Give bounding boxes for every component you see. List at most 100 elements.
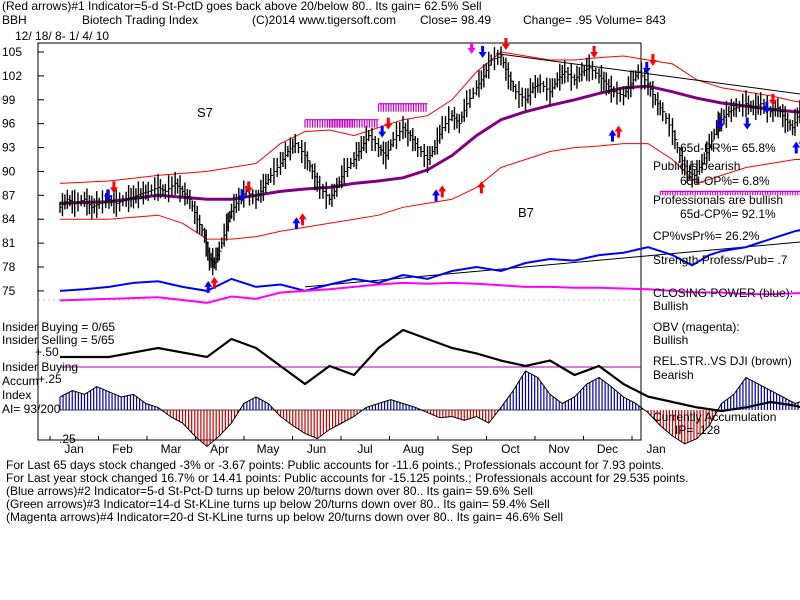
- annotation-b7: B7: [518, 205, 534, 220]
- accum-line: [59, 370, 800, 448]
- blue-arrow-up: [792, 141, 800, 154]
- index-label: Index: [2, 388, 32, 402]
- red-arrow-up: [298, 213, 307, 226]
- red-arrow-up: [477, 181, 486, 194]
- blue-arrow-up: [432, 189, 441, 202]
- obv-title: OBV (magenta):: [653, 320, 740, 334]
- red-arrow-down: [109, 181, 118, 194]
- close-value: Close= 98.49: [420, 13, 492, 27]
- blue-arrow-down: [762, 101, 771, 114]
- x-tick-label-7: Aug: [403, 442, 424, 456]
- y-tick-label-2: 99: [2, 93, 16, 107]
- obv-line: [59, 281, 800, 304]
- y-tick-label-5: 90: [2, 164, 16, 178]
- header-line1: (Red arrows)#1 Indicator=5-d St-PctD goe…: [2, 0, 482, 13]
- accum-level-p25: +.25: [38, 372, 62, 386]
- trendline-upper: [496, 53, 800, 95]
- footer-line3: (Blue arrows)#2 Indicator=5-d St-Pct-D t…: [6, 484, 533, 498]
- red-arrow-down: [501, 38, 510, 51]
- strength-ratio: Strength Profess/Pub= .7: [653, 253, 788, 267]
- x-tick-label-4: May: [257, 442, 280, 456]
- accum-label: Accum: [2, 374, 39, 388]
- accum-level-m25: -.25: [55, 432, 76, 446]
- date-range: 12/ 18/ 8- 1/ 4/ 10: [15, 29, 110, 43]
- ticker: BBH: [2, 13, 27, 27]
- x-tick-label-2: Mar: [161, 442, 182, 456]
- insider-buying-label: Insider Buying: [2, 360, 79, 374]
- relstr-state: Bearish: [653, 368, 694, 382]
- red-arrow-down: [244, 181, 253, 194]
- x-tick-label-10: Nov: [548, 442, 569, 456]
- x-tick-label-3: Apr: [210, 442, 229, 456]
- x-tick-label-11: Dec: [597, 442, 618, 456]
- footer-line4: (Green arrows)#3 Indicator=14-d St-KLine…: [6, 497, 550, 511]
- x-tick-label-8: Sep: [451, 442, 473, 456]
- index-name: Biotech Trading Index: [82, 13, 199, 27]
- closing-power-title: CLOSING POWER (blue):: [653, 286, 794, 300]
- plot-frame: [37, 42, 642, 441]
- y-tick-label-10: 75: [2, 284, 16, 298]
- ip-value: IP= .128: [675, 423, 721, 437]
- x-tick-label-5: Jun: [307, 442, 326, 456]
- blue-arrow-down: [378, 125, 387, 138]
- relstr-line: [60, 328, 800, 413]
- cp-value: 65d-CP%= 92.1%: [680, 207, 776, 221]
- red-arrow-down: [648, 53, 657, 66]
- blue-arrow-up: [204, 280, 213, 293]
- y-tick-label-4: 93: [2, 141, 16, 155]
- y-tick-label-1: 102: [2, 69, 22, 83]
- closing-power-line: [59, 229, 800, 292]
- blue-arrow-down: [642, 61, 651, 74]
- blue-arrow-down: [238, 189, 247, 202]
- series-layer: [59, 46, 800, 448]
- relstr-title: REL.STR..VS DJI (brown): [653, 354, 792, 368]
- copyright: (C)2014 www.tigersoft.com: [252, 13, 397, 27]
- y-tick-label-9: 78: [2, 260, 16, 274]
- red-arrow-down: [384, 117, 393, 130]
- blue-arrow-down: [103, 189, 112, 202]
- red-arrow-up: [438, 185, 447, 198]
- y-tick-label-8: 81: [2, 236, 16, 250]
- y-tick-label-7: 84: [2, 212, 16, 226]
- red-arrow-up: [614, 125, 623, 138]
- x-tick-label-1: Feb: [112, 442, 133, 456]
- blue-arrow-up: [608, 129, 617, 142]
- axis-layer: 105 102 99 96 93 90 87 84 81 78 75 Jan Feb Mar Apr May J…: [2, 45, 666, 456]
- change-volume: Change= .95 Volume= 843: [523, 13, 666, 27]
- insider-selling-count: Insider Selling = 5/65: [2, 333, 115, 347]
- cp-vs-pr: CP%vsPr%= 26.2%: [653, 229, 760, 243]
- public-status: Public is bearish: [653, 159, 741, 173]
- op-value: 65d-OP%= 6.8%: [680, 174, 770, 188]
- y-tick-label-3: 96: [2, 117, 16, 131]
- x-tick-label-6: Jul: [357, 442, 372, 456]
- annotation-s7: S7: [197, 105, 213, 120]
- marks-layer: [103, 38, 800, 293]
- footer-line1: For Last 65 days stock changed -3% or -3…: [6, 458, 665, 472]
- x-tick-label-0: Jan: [64, 442, 83, 456]
- blue-arrow-down: [716, 117, 725, 130]
- footer-line5: (Magenta arrows)#4 Indicator=20-d St-KLi…: [6, 510, 563, 524]
- accum-level-p50: +.50: [35, 345, 59, 359]
- blue-arrow-down: [478, 46, 487, 58]
- red-arrow-down: [768, 93, 777, 106]
- moving-average-line: [59, 84, 800, 205]
- y-tick-label-0: 105: [2, 45, 22, 59]
- red-arrow-down: [590, 46, 599, 58]
- blue-arrow-up: [292, 217, 301, 230]
- x-tick-label-12: Jan: [646, 442, 665, 456]
- prof-status: Professionals are bullish: [653, 193, 784, 207]
- blue-arrow-down: [743, 117, 752, 130]
- ai-value: AI= 93/200: [2, 402, 61, 416]
- y-tick-label-6: 87: [2, 188, 16, 202]
- footer-line2: For Last year stock changed 16.7% or 14.…: [6, 471, 689, 485]
- accumulation-title: Currently Accumulation: [653, 410, 777, 424]
- magenta-arrow-down: [467, 42, 476, 55]
- pr-value: 65d-PR%= 65.8%: [680, 141, 776, 155]
- band-lower-line: [60, 143, 800, 240]
- red-arrow-up: [210, 276, 219, 289]
- insider-buying-count: Insider Buying = 0/65: [2, 320, 116, 334]
- obv-state: Bullish: [653, 333, 689, 347]
- closing-power-state: Bullish: [653, 299, 689, 313]
- x-tick-label-9: Oct: [501, 442, 520, 456]
